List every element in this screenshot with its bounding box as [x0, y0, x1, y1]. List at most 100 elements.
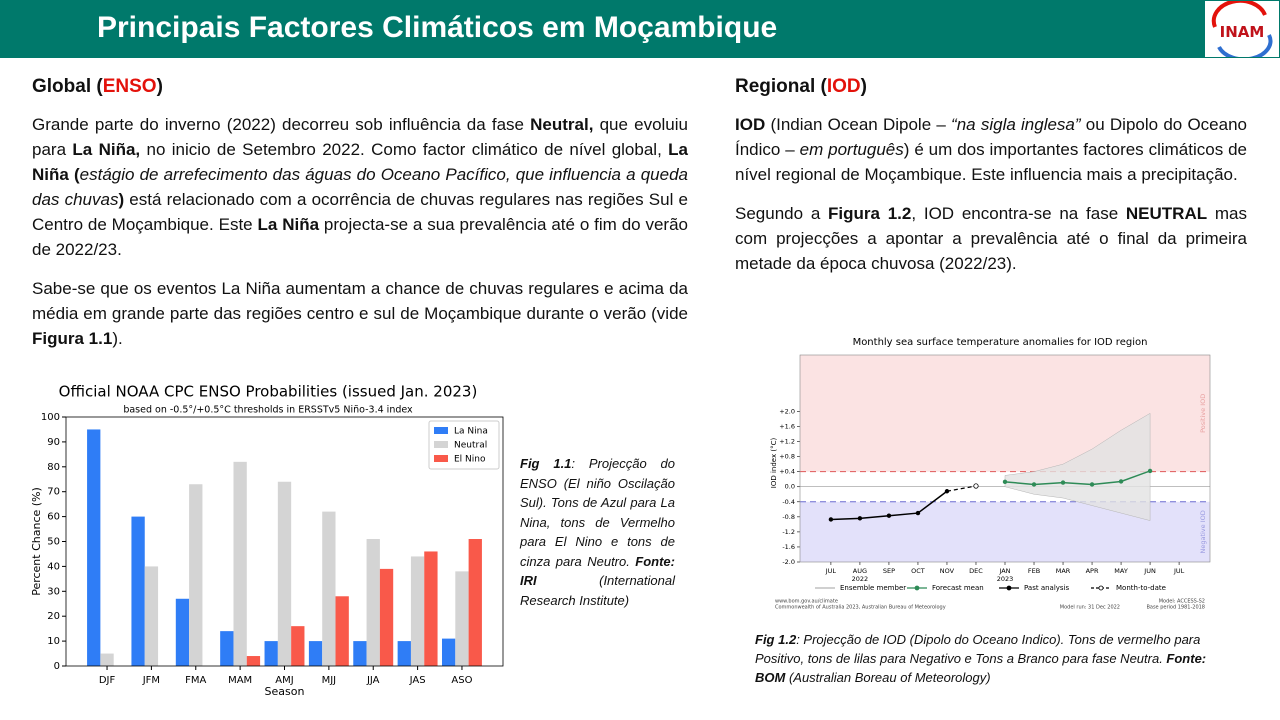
x-tick-label: FEB — [1028, 567, 1040, 575]
text-run: Figura 1.1 — [32, 329, 113, 348]
text-run: IOD — [735, 115, 766, 134]
bar — [308, 641, 323, 666]
text-run: Global ( — [32, 76, 103, 97]
chart-title: Official NOAA CPC ENSO Probabilities (is… — [59, 383, 478, 401]
y-tick-label: 0 — [54, 661, 60, 672]
month-to-date-point — [973, 483, 979, 489]
x-tick-sublabel: 2023 — [997, 575, 1014, 583]
forecast-mean-point — [1089, 482, 1095, 487]
x-tick-label: ASO — [451, 675, 472, 686]
bar — [468, 539, 482, 666]
y-tick-label: 50 — [47, 537, 60, 548]
text-run: ENSO — [102, 76, 157, 97]
chart-subtitle: based on -0.5°/+0.5°C thresholds in ERSS… — [123, 405, 413, 416]
legend-label: El Nino — [454, 455, 486, 465]
bar — [397, 641, 411, 666]
footer-note: Model run: 31 Dec 2022 — [1060, 605, 1120, 611]
text-run: Sabe-se que os eventos La Niña aumentam … — [32, 279, 688, 323]
enso-chart: Official NOAA CPC ENSO Probabilities (is… — [30, 383, 504, 698]
text-run: ) — [860, 76, 867, 97]
y-tick-label: 60 — [47, 512, 60, 523]
bar — [189, 484, 203, 666]
legend-label: Past analysis — [1024, 584, 1070, 592]
bar — [100, 653, 114, 666]
paragraph: Sabe-se que os eventos La Niña aumentam … — [32, 276, 688, 351]
legend-label: Month-to-date — [1116, 584, 1166, 592]
legend-label: La Nina — [454, 427, 488, 437]
past-analysis-point — [915, 510, 921, 516]
x-tick-label: DEC — [969, 567, 983, 575]
text-run: ). — [112, 329, 123, 348]
y-tick-label: 20 — [47, 611, 60, 622]
x-tick-label: JFM — [142, 675, 160, 686]
text-run: Figura 1.2 — [828, 204, 912, 223]
y-tick-label: +2.0 — [779, 407, 795, 415]
x-tick-label: JAS — [409, 675, 426, 686]
text-run: ou Dipolo do Oceano Índico – — [735, 115, 1247, 159]
legend-swatch — [434, 427, 448, 434]
text-run: La Niña, — [72, 140, 141, 159]
bar — [175, 598, 190, 666]
past-analysis-point — [886, 513, 892, 518]
x-tick-label: JUN — [1143, 567, 1156, 575]
x-tick-label: SEP — [883, 567, 895, 575]
text-run: que evoluiu para — [32, 115, 688, 159]
footer-note: Commonwealth of Australia 2023, Australi… — [775, 605, 946, 611]
region-label: Positive IOD — [1199, 394, 1207, 433]
text-run: está relacionado com a ocorrência de chu… — [32, 190, 688, 234]
paragraph: Segundo a Figura 1.2, IOD encontra-se na… — [735, 201, 1247, 276]
chart-title: Monthly sea surface temperature anomalie… — [853, 337, 1148, 348]
bar — [379, 568, 394, 666]
x-tick-label: FMA — [185, 675, 206, 686]
paragraph: Grande parte do inverno (2022) decorreu … — [32, 112, 688, 262]
y-tick-label: -1.2 — [782, 528, 795, 536]
text-run: ) — [156, 76, 163, 97]
header-bar: Principais Factores Climáticos em Moçamb… — [0, 0, 1280, 58]
bar — [246, 656, 261, 666]
logo-arc — [1211, 1, 1267, 28]
y-tick-label: 90 — [47, 437, 60, 448]
text-run: projecta-se a sua prevalência até o fim … — [32, 215, 689, 259]
past-analysis-point — [828, 517, 834, 522]
x-tick-label: AMJ — [275, 675, 293, 686]
section-heading: Regional (IOD) — [735, 76, 1247, 98]
text-run: IOD — [826, 76, 861, 97]
ensemble-spread — [1004, 412, 1151, 521]
logo: INAM — [1205, 1, 1279, 57]
legend-label: Neutral — [454, 441, 487, 451]
forecast-mean-point — [1147, 468, 1153, 474]
x-tick-label: DJF — [99, 675, 116, 686]
x-tick-label: JAN — [998, 567, 1010, 575]
text-run: (International Research Institute) — [520, 573, 675, 608]
text-run: Grande parte do inverno (2022) decorreu … — [32, 115, 531, 134]
forecast-mean-point — [1031, 482, 1037, 487]
legend-swatch — [434, 441, 448, 448]
text-run: (Indian Ocean Dipole – — [765, 115, 952, 134]
x-tick-label: JJA — [366, 675, 380, 686]
x-axis-label: Season — [265, 685, 305, 698]
bar — [366, 539, 380, 666]
x-tick-label: MAM — [228, 675, 252, 686]
forecast-mean-point — [1118, 479, 1124, 484]
y-tick-label: -0.4 — [782, 498, 795, 506]
text-run: Fig 1.1 — [520, 456, 572, 471]
left-column: Global (ENSO) Grande parte do inverno (2… — [32, 76, 688, 365]
text-run: Regional ( — [735, 76, 827, 97]
y-tick-label: -2.0 — [782, 558, 795, 566]
legend-marker — [1098, 585, 1104, 591]
x-tick-label: MAR — [1056, 567, 1071, 575]
y-tick-label: -1.6 — [782, 543, 795, 551]
y-axis-label: IOD index (°C) — [770, 438, 778, 489]
bar — [264, 641, 278, 666]
text-run: (Australian Boreau of Meteorology) — [785, 670, 991, 685]
x-tick-sublabel: 2022 — [852, 575, 869, 583]
bar — [131, 516, 145, 666]
bar — [455, 571, 469, 666]
text-run: Fig 1.2 — [755, 632, 797, 647]
text-run: Fonte: IRI — [520, 553, 675, 589]
bar — [353, 641, 367, 666]
text-run: ) é um dos importantes factores climátic… — [735, 140, 1248, 184]
iod-chart: Monthly sea surface temperature anomalie… — [770, 337, 1211, 611]
text-run: no inicio de Setembro 2022. Como factor … — [140, 140, 669, 159]
